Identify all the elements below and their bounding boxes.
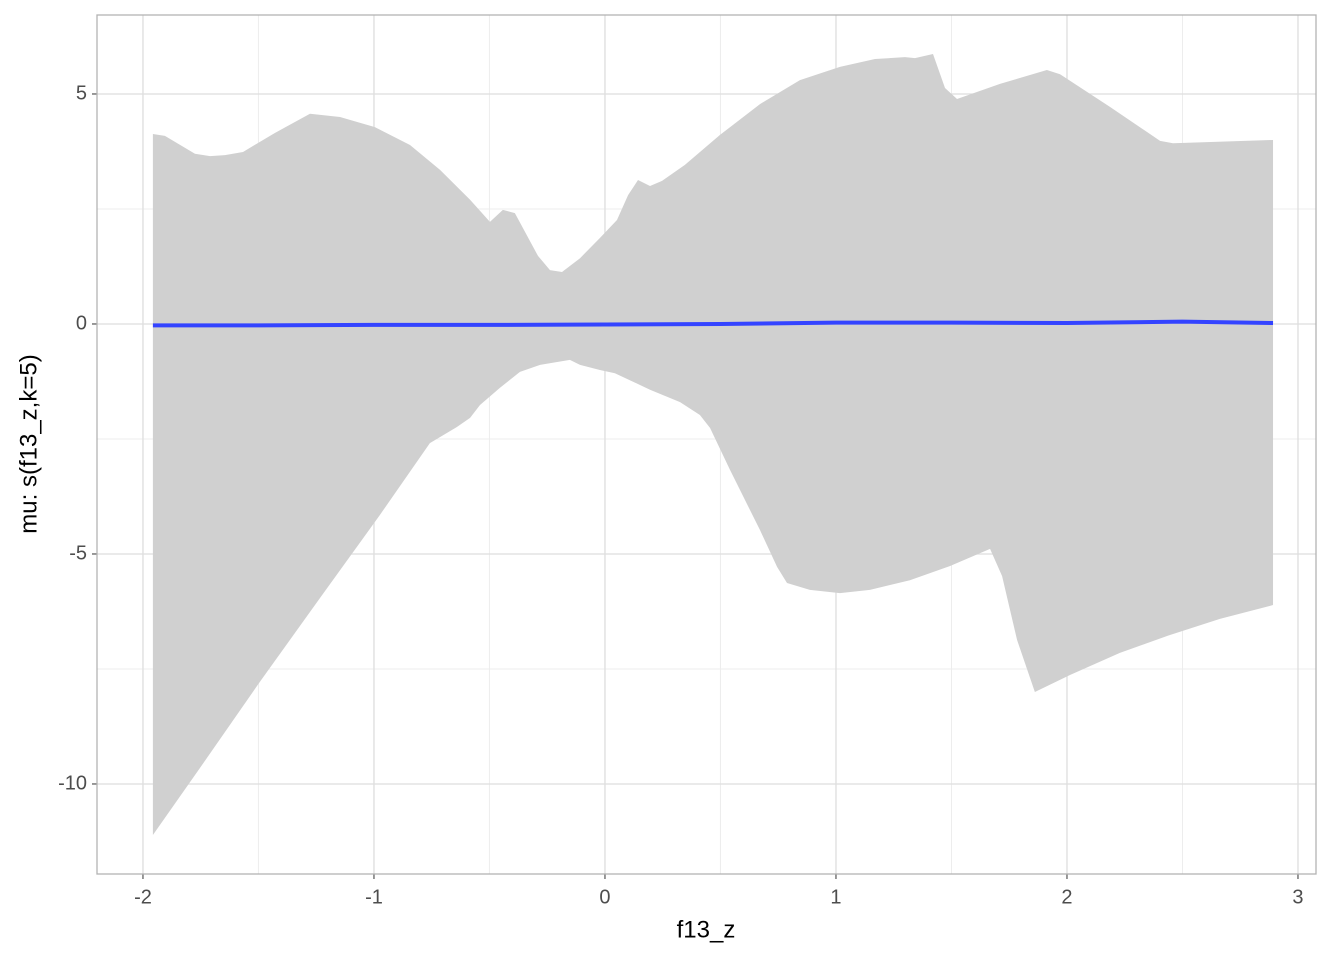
x-axis-title: f13_z	[677, 916, 736, 943]
y-axis-title: mu: s(f13_z,k=5)	[15, 354, 42, 533]
y-tick-label: -5	[69, 542, 87, 564]
confidence-ribbon	[152, 53, 1274, 836]
x-tick-label: 3	[1292, 886, 1303, 908]
y-tick-label: 0	[76, 312, 87, 334]
x-tick-label: 2	[1061, 886, 1072, 908]
x-tick-label: -2	[134, 886, 152, 908]
y-tick-label: 5	[76, 82, 87, 104]
x-tick-label: 1	[830, 886, 841, 908]
x-tick-label: -1	[365, 886, 383, 908]
panel-border	[96, 14, 1317, 875]
x-tick-label: 0	[599, 886, 610, 908]
smooth-line	[152, 319, 1274, 328]
y-tick-label: -10	[58, 772, 87, 794]
